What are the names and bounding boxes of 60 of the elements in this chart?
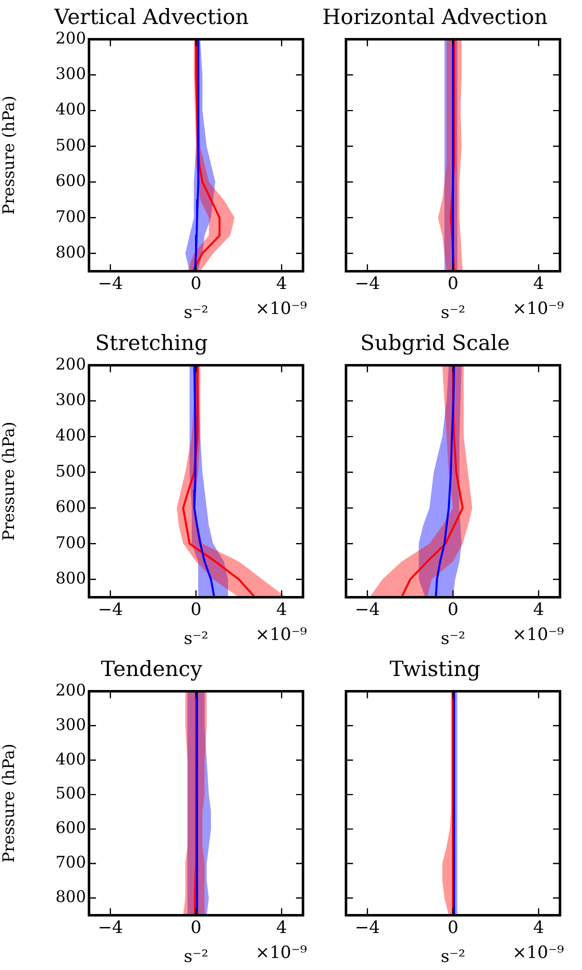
y-tick-label: 200 [55, 28, 86, 48]
x-tick-label: 0 [448, 600, 458, 620]
x-axis-title: s⁻² [184, 303, 208, 324]
x-tick-label: 4 [276, 918, 288, 938]
y-tick-label: 700 [55, 206, 86, 226]
text: ×10⁻⁹ [512, 943, 564, 964]
chart-title: Horizontal Advection [322, 5, 548, 30]
chart-title: Vertical Advection [53, 5, 249, 30]
y-tick-label: 400 [55, 749, 86, 768]
y-axis-title: Pressure (hPa) [0, 96, 18, 215]
text: ×10⁻⁹ [512, 299, 564, 320]
text: ×10⁻⁹ [512, 625, 564, 646]
x-axis-title: s⁻² [440, 947, 466, 968]
y-tick-label: 700 [55, 532, 86, 552]
chart-title: Stretching [95, 331, 208, 356]
y-axis-title: Pressure (hPa) [0, 744, 18, 863]
text: ×10⁻⁹ [255, 299, 308, 320]
y-tick-label: 200 [55, 680, 86, 700]
y-axis-title: Pressure (hPa) [0, 422, 18, 541]
y-tick-label: 800 [55, 568, 86, 588]
x-tick-label: −4 [98, 600, 123, 620]
x-tick-label: 4 [533, 274, 544, 294]
y-tick-label: 500 [55, 461, 86, 480]
text: ×10⁻⁹ [255, 943, 308, 964]
x-tick-label: −4 [354, 274, 380, 294]
y-tick-label: 400 [55, 426, 86, 445]
x-tick-label: −4 [354, 600, 380, 620]
y-tick-label: 600 [55, 171, 86, 190]
y-tick-label: 500 [55, 135, 86, 154]
x-tick-label: 0 [190, 600, 202, 620]
x-tick-label: 4 [533, 918, 544, 938]
y-tick-label: 800 [55, 887, 86, 906]
x-tick-label: −4 [98, 918, 123, 938]
x-tick-label: 4 [276, 274, 288, 294]
x-tick-label: −4 [354, 918, 380, 938]
x-tick-label: 0 [448, 274, 458, 294]
chart-title: Twisting [390, 657, 480, 682]
x-axis-title: s⁻² [184, 947, 208, 968]
y-tick-label: 400 [55, 100, 86, 119]
chart-title: Subgrid Scale [360, 331, 510, 356]
chart-title: Tendency [100, 657, 202, 682]
y-tick-label: 600 [55, 497, 86, 516]
x-tick-label: 0 [190, 274, 202, 294]
y-tick-label: 300 [55, 64, 86, 84]
x-axis-title: s⁻² [440, 303, 466, 324]
y-tick-label: 600 [55, 818, 86, 838]
text: ×10⁻⁹ [255, 625, 308, 646]
x-tick-label: 4 [533, 600, 544, 620]
x-tick-label: 0 [448, 918, 458, 938]
y-tick-label: 300 [55, 390, 86, 410]
y-tick-label: 700 [55, 852, 86, 872]
x-tick-label: 0 [190, 918, 202, 938]
y-tick-label: 500 [55, 784, 86, 803]
y-tick-label: 300 [55, 714, 86, 734]
y-tick-label: 800 [55, 242, 86, 262]
x-axis-title: s⁻² [440, 629, 466, 650]
x-tick-label: 4 [276, 600, 288, 620]
x-axis-title: s⁻² [184, 629, 208, 650]
y-tick-label: 200 [55, 354, 86, 374]
x-tick-label: −4 [98, 274, 123, 294]
